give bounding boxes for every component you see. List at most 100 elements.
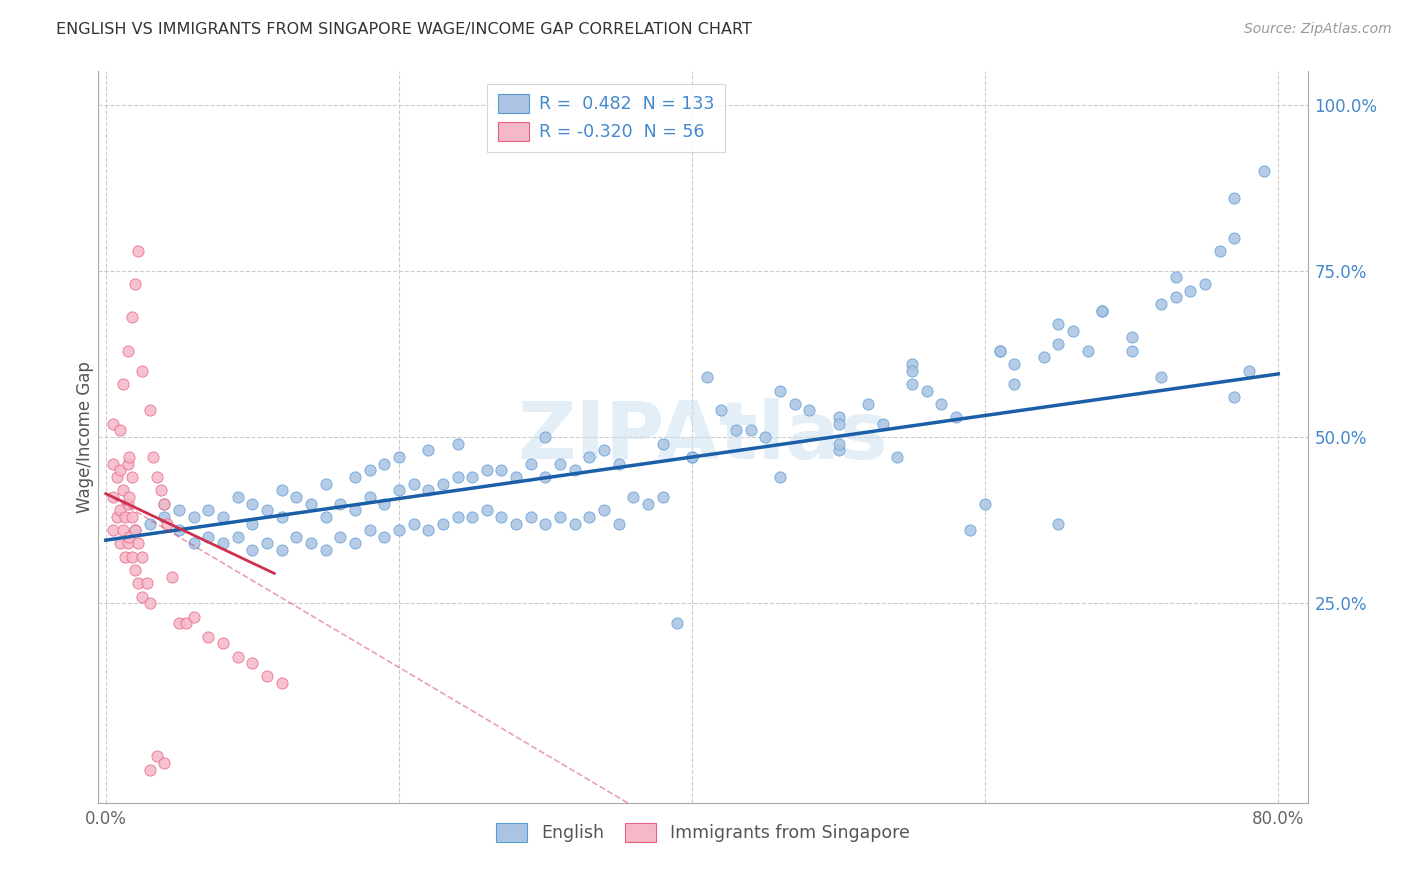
Point	[270, 509, 292, 524]
Point	[101, 457, 124, 471]
Point	[131, 549, 153, 564]
Point	[135, 576, 157, 591]
Point	[117, 343, 139, 358]
Point	[446, 509, 468, 524]
Point	[150, 483, 173, 498]
Point	[285, 530, 308, 544]
Point	[1047, 516, 1070, 531]
Point	[1091, 303, 1114, 318]
Point	[138, 403, 160, 417]
Point	[1032, 351, 1054, 365]
Point	[138, 596, 160, 610]
Point	[1121, 330, 1143, 344]
Point	[593, 503, 616, 517]
Point	[167, 616, 190, 631]
Point	[432, 516, 454, 531]
Point	[197, 530, 219, 544]
Point	[256, 503, 278, 517]
Point	[240, 656, 263, 670]
Point	[418, 523, 440, 537]
Point	[988, 343, 1011, 358]
Point	[315, 543, 337, 558]
Point	[432, 476, 454, 491]
Point	[197, 630, 219, 644]
Point	[212, 536, 235, 550]
Point	[124, 523, 146, 537]
Point	[101, 490, 124, 504]
Point	[160, 570, 183, 584]
Point	[107, 470, 129, 484]
Point	[475, 503, 498, 517]
Point	[827, 410, 849, 425]
Point	[110, 463, 132, 477]
Point	[1062, 324, 1084, 338]
Point	[167, 523, 190, 537]
Point	[461, 470, 484, 484]
Point	[127, 536, 149, 550]
Point	[121, 549, 143, 564]
Point	[270, 543, 292, 558]
Point	[373, 457, 395, 471]
Point	[666, 616, 689, 631]
Point	[315, 509, 337, 524]
Point	[124, 563, 146, 577]
Point	[118, 530, 141, 544]
Point	[637, 497, 659, 511]
Point	[548, 457, 571, 471]
Point	[578, 450, 600, 464]
Text: ZIPAtlas: ZIPAtlas	[517, 398, 889, 476]
Point	[153, 497, 176, 511]
Point	[827, 443, 849, 458]
Point	[1091, 303, 1114, 318]
Point	[117, 497, 139, 511]
Point	[146, 749, 169, 764]
Point	[121, 310, 143, 325]
Point	[1223, 191, 1246, 205]
Point	[343, 470, 366, 484]
Point	[118, 450, 141, 464]
Point	[1208, 244, 1230, 258]
Point	[402, 476, 425, 491]
Point	[1164, 270, 1187, 285]
Point	[1194, 277, 1216, 292]
Point	[564, 516, 586, 531]
Point	[329, 497, 352, 511]
Point	[886, 450, 908, 464]
Point	[138, 516, 160, 531]
Point	[112, 376, 135, 391]
Point	[285, 490, 308, 504]
Point	[446, 470, 468, 484]
Point	[388, 523, 411, 537]
Point	[176, 616, 198, 631]
Point	[153, 756, 176, 770]
Point	[1150, 297, 1173, 311]
Point	[505, 470, 527, 484]
Point	[520, 509, 543, 524]
Point	[915, 384, 938, 398]
Point	[110, 503, 132, 517]
Point	[138, 763, 160, 777]
Point	[974, 497, 997, 511]
Point	[112, 523, 135, 537]
Point	[475, 463, 498, 477]
Point	[240, 543, 263, 558]
Point	[343, 536, 366, 550]
Point	[212, 636, 235, 650]
Point	[110, 536, 132, 550]
Point	[256, 669, 278, 683]
Point	[270, 483, 292, 498]
Point	[107, 509, 129, 524]
Point	[651, 436, 673, 450]
Point	[114, 549, 136, 564]
Y-axis label: Wage/Income Gap: Wage/Income Gap	[76, 361, 94, 513]
Point	[418, 483, 440, 498]
Point	[827, 417, 849, 431]
Point	[197, 503, 219, 517]
Point	[299, 536, 322, 550]
Point	[127, 244, 149, 258]
Point	[827, 436, 849, 450]
Point	[1077, 343, 1099, 358]
Point	[681, 450, 703, 464]
Point	[1164, 290, 1187, 304]
Point	[901, 376, 924, 391]
